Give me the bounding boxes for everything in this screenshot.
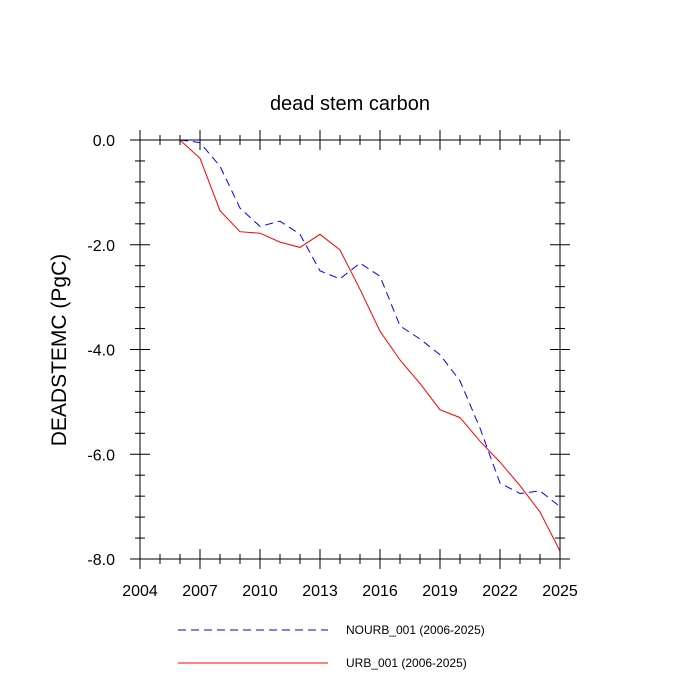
chart-title: dead stem carbon: [270, 93, 430, 115]
legend: NOURB_001 (2006-2025) URB_001 (2006-2025): [178, 623, 485, 670]
legend-label: URB_001 (2006-2025): [346, 656, 467, 670]
series-line-nourb-001: [179, 139, 561, 507]
x-tick-label: 2019: [422, 583, 458, 600]
y-axis-label: DEADSTEMC (PgC): [48, 254, 71, 447]
x-tick-label: 2016: [362, 583, 398, 600]
y-tick-label: -2.0: [87, 238, 115, 255]
x-tick-label: 2022: [482, 583, 518, 600]
series-group: [179, 139, 561, 552]
y-tick-label: -6.0: [87, 447, 115, 464]
plot-frame: [139, 139, 561, 560]
axis-ticks: 2004 2007 2010 2013 2016 2019 2022 2025 0.0 -2.0 -…: [87, 130, 578, 600]
y-tick-label: 0.0: [93, 133, 115, 150]
x-tick-label: 2025: [542, 583, 578, 600]
x-tick-label: 2004: [122, 583, 158, 600]
series-line-urb-001: [179, 139, 561, 552]
y-tick-label: -4.0: [87, 343, 115, 360]
x-tick-label: 2013: [302, 583, 338, 600]
legend-label: NOURB_001 (2006-2025): [346, 623, 485, 637]
x-tick-label: 2010: [242, 583, 278, 600]
x-tick-label: 2007: [182, 583, 218, 600]
y-tick-label: -8.0: [87, 552, 115, 569]
